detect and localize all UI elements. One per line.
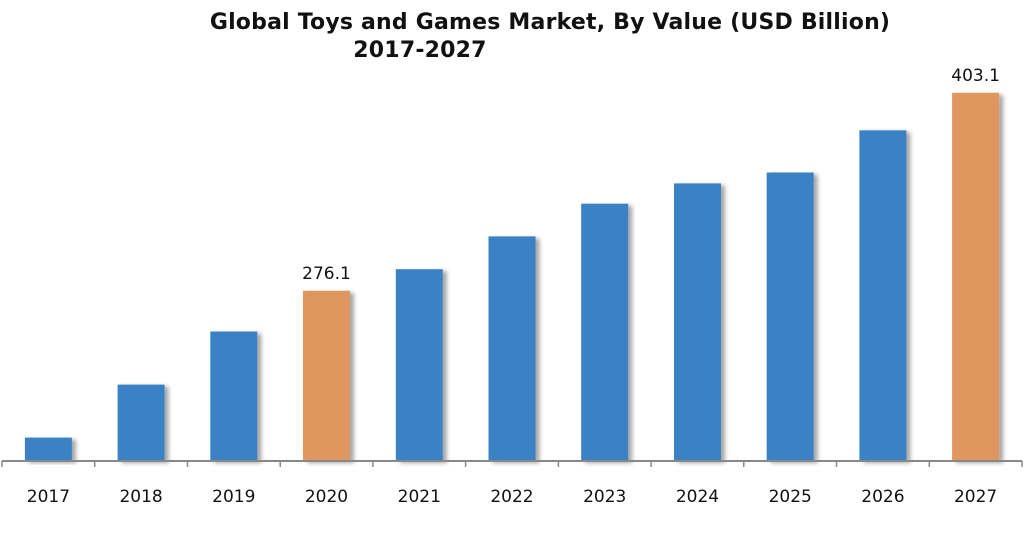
x-tick-label-2025: 2025 — [769, 487, 812, 507]
bar-2025 — [766, 172, 814, 461]
bar-2020 — [303, 290, 350, 461]
x-tick-label-2021: 2021 — [398, 487, 441, 507]
x-tick-label-2022: 2022 — [490, 487, 533, 507]
bar-2024 — [674, 183, 721, 461]
x-tick-label-2023: 2023 — [583, 487, 626, 507]
data-label-2027: 403.1 — [951, 66, 1000, 86]
x-tick-label-2017: 2017 — [27, 487, 70, 507]
bar-2021 — [395, 269, 443, 461]
bar-2022 — [488, 236, 536, 461]
data-label-2020: 276.1 — [302, 264, 351, 284]
x-axis: 2017 2018 2019 2020 2021 2022 2023 2024 2025 2026… — [1, 460, 1023, 507]
bar-2027 — [952, 92, 1000, 462]
bar-2026 — [859, 130, 907, 462]
x-tick-label-2018: 2018 — [119, 487, 162, 507]
x-tick-label-2026: 2026 — [861, 487, 904, 507]
bar-2017 — [24, 437, 72, 461]
chart-subtitle: 2017-2027 — [353, 38, 487, 63]
x-tick-label-2019: 2019 — [212, 487, 255, 507]
bar-2019 — [210, 331, 258, 461]
data-labels: 276.1 403.1 — [302, 66, 1000, 284]
bar-2023 — [581, 203, 629, 461]
bar-series — [24, 92, 1000, 462]
x-tick-label-2027: 2027 — [954, 487, 997, 507]
x-tick-label-2020: 2020 — [305, 487, 348, 507]
chart-title: Global Toys and Games Market, By Value (… — [209, 10, 891, 35]
x-tick-label-2024: 2024 — [676, 487, 719, 507]
bar-2018 — [117, 384, 165, 461]
